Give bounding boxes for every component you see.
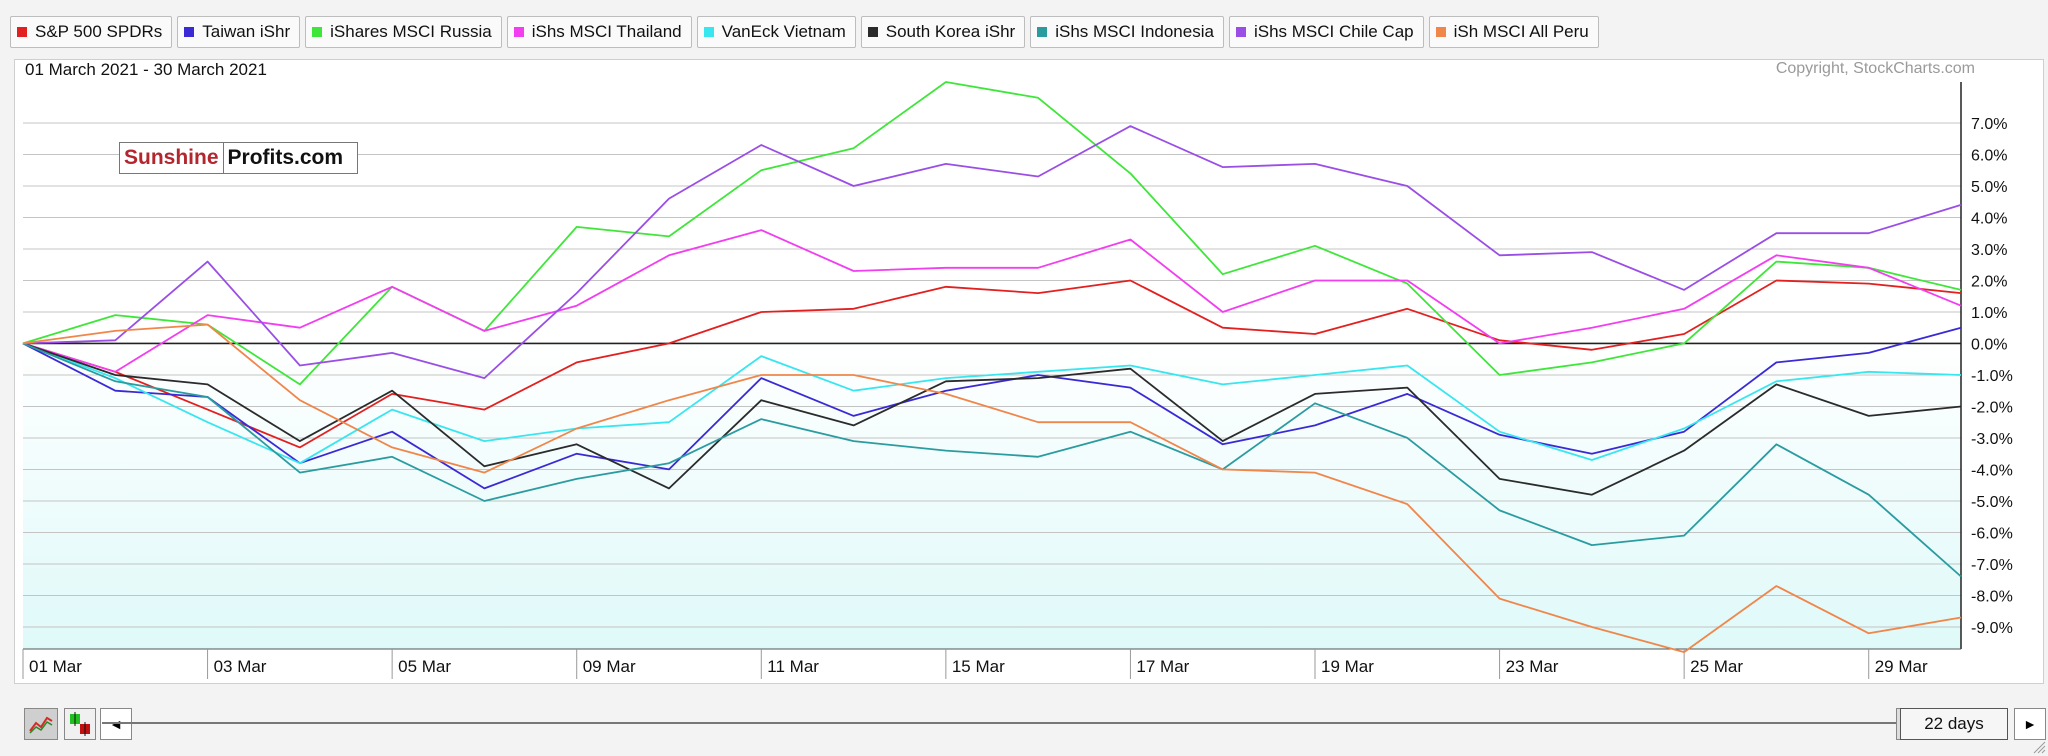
legend-item[interactable]: iShares MSCI Russia — [305, 16, 502, 48]
brand-part-2: Profits.com — [227, 146, 344, 169]
y-tick-label: 6.0% — [1971, 147, 2007, 164]
x-tick-label: 19 Mar — [1321, 657, 1374, 676]
line-chart: 7.0% 6.0% 5.0% 4.0% 3.0% 2.0% 1.0% 0.0% -1.0% -2.… — [22, 81, 2013, 679]
y-tick-label: 4.0% — [1971, 210, 2007, 227]
x-tick-label: 29 Mar — [1875, 657, 1928, 676]
series-line-1 — [22, 279, 1962, 449]
y-tick-label: -6.0% — [1971, 525, 2013, 542]
y-tick-label: -2.0% — [1971, 399, 2013, 416]
legend-swatch — [867, 27, 878, 37]
legend-label: iShs MSCI Thailand — [531, 22, 682, 41]
y-tick-label: -7.0% — [1971, 557, 2013, 574]
y-tick-label: 2.0% — [1971, 273, 2007, 290]
y-tick-label: -4.0% — [1971, 462, 2013, 479]
x-tick-label: 05 Mar — [398, 657, 451, 676]
legend-label: VanEck Vietnam — [721, 22, 846, 41]
x-tick-label: 23 Mar — [1506, 657, 1559, 676]
series-line-7 — [22, 342, 1962, 578]
legend-label: iShs MSCI Indonesia — [1055, 22, 1214, 41]
legend-swatch — [703, 27, 714, 37]
legend-item[interactable]: iShs MSCI Chile Cap — [1228, 16, 1424, 48]
legend-item[interactable]: VanEck Vietnam — [696, 16, 856, 48]
legend-label: iShs MSCI Chile Cap — [1253, 22, 1414, 41]
x-tick-label: 03 Mar — [214, 657, 267, 676]
x-tick-label: 11 Mar — [767, 657, 819, 676]
series-line-2 — [22, 326, 1962, 490]
series-line-4 — [22, 229, 1962, 373]
line-chart-icon[interactable] — [24, 708, 58, 740]
y-tick-label: 0.0% — [1971, 336, 2007, 353]
chart-area: 7.0% 6.0% 5.0% 4.0% 3.0% 2.0% 1.0% 0.0% -1.0% -2.… — [14, 59, 2044, 684]
x-tick-label: 01 Mar — [29, 657, 82, 676]
series-line-3 — [22, 81, 1962, 386]
y-tick-label: 3.0% — [1971, 242, 2007, 259]
y-tick-label: 7.0% — [1971, 116, 2007, 133]
legend-swatch — [312, 27, 323, 37]
brand-logo: Sunshine Profits.com — [119, 142, 359, 174]
y-tick-label: -9.0% — [1971, 620, 2013, 637]
legend-item[interactable]: iShs MSCI Indonesia — [1030, 16, 1224, 48]
y-tick-label: -3.0% — [1971, 431, 2013, 448]
chart-controls: ◄ 22 days ► — [20, 706, 2046, 742]
y-tick-label: 1.0% — [1971, 305, 2007, 322]
time-slider-track[interactable] — [102, 722, 1917, 724]
legend-item[interactable]: Taiwan iShr — [177, 16, 301, 48]
x-tick-label: 17 Mar — [1136, 657, 1189, 676]
series-line-9 — [22, 323, 1962, 653]
scroll-right-button[interactable]: ► — [2014, 708, 2046, 740]
legend-item[interactable]: South Korea iShr — [860, 16, 1026, 48]
series-line-5 — [22, 342, 1962, 465]
legend-item[interactable]: iSh MSCI All Peru — [1428, 16, 1599, 48]
legend-swatch — [1235, 27, 1246, 37]
ohlc-icon[interactable] — [64, 708, 96, 740]
y-tick-label: -5.0% — [1971, 494, 2013, 511]
legend-swatch — [513, 27, 524, 37]
legend-item[interactable]: iShs MSCI Thailand — [506, 16, 692, 48]
series-line-8 — [22, 125, 1962, 380]
legend-swatch — [1037, 27, 1048, 37]
legend-swatch — [17, 27, 27, 37]
legend-item[interactable]: S&P 500 SPDRs — [10, 16, 173, 48]
copyright-label: Copyright, StockCharts.com — [1775, 60, 1975, 77]
legend-label: iSh MSCI All Peru — [1453, 22, 1589, 41]
range-label[interactable]: 22 days — [1900, 708, 2008, 740]
series-line-6 — [22, 342, 1962, 496]
legend-swatch — [1435, 27, 1446, 37]
legend-label: iShares MSCI Russia — [330, 22, 492, 41]
brand-part-1: Sunshine — [120, 143, 224, 173]
y-tick-label: -1.0% — [1971, 368, 2013, 385]
legend-swatch — [184, 27, 195, 37]
y-tick-label: 5.0% — [1971, 179, 2007, 196]
legend-label: S&P 500 SPDRs — [35, 22, 163, 41]
legend-label: Taiwan iShr — [202, 22, 291, 41]
chart-background — [23, 343, 1961, 649]
legend-label: South Korea iShr — [885, 22, 1016, 41]
resize-grip-icon[interactable] — [2032, 740, 2046, 754]
scroll-left-button[interactable]: ◄ — [100, 708, 132, 740]
x-tick-label: 25 Mar — [1690, 657, 1743, 676]
x-tick-label: 15 Mar — [952, 657, 1005, 676]
y-tick-label: -8.0% — [1971, 588, 2013, 605]
x-tick-label: 09 Mar — [583, 657, 636, 676]
date-range-label: 01 March 2021 - 30 March 2021 — [25, 60, 267, 79]
legend: S&P 500 SPDRs Taiwan iShr iShares MSCI Rus… — [10, 16, 1599, 52]
